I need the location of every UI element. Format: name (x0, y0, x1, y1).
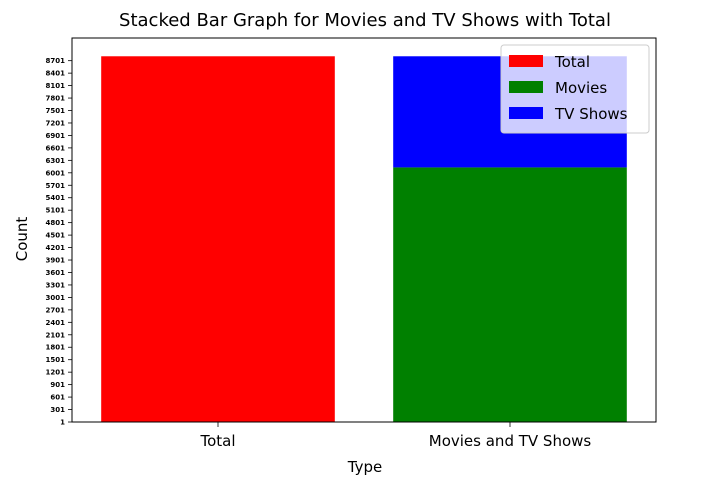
y-tick-label: 4501 (46, 232, 66, 240)
y-tick-label: 6901 (46, 132, 66, 140)
y-tick-label: 7201 (46, 119, 66, 127)
y-tick-label: 4201 (46, 244, 66, 252)
legend-swatch (509, 107, 543, 119)
legend: Total Movies TV Shows (500, 44, 650, 134)
legend-label: TV Shows (554, 105, 628, 123)
y-tick-label: 6301 (46, 157, 66, 165)
chart-title: Stacked Bar Graph for Movies and TV Show… (119, 10, 611, 31)
x-axis-label: Type (347, 458, 382, 476)
y-tick-label: 8101 (46, 82, 66, 90)
y-tick-label: 1201 (46, 369, 66, 377)
y-tick-label: 6601 (46, 144, 66, 152)
y-tick-label: 4801 (46, 219, 66, 227)
bar-total (101, 56, 335, 422)
y-tick-label: 901 (50, 381, 65, 389)
y-tick-label: 2401 (46, 319, 66, 327)
y-axis-ticks: 1 301 601 901 1201 1501 1801 2101 2401 2701 3001 33… (46, 57, 72, 427)
y-tick-label: 7501 (46, 107, 66, 115)
y-tick-label: 301 (50, 406, 65, 414)
y-tick-label: 5101 (46, 207, 66, 215)
y-tick-label: 3001 (46, 294, 66, 302)
y-tick-label: 601 (50, 394, 65, 402)
y-tick-label: 8401 (46, 70, 66, 78)
y-tick-label: 2101 (46, 331, 66, 339)
y-tick-label: 3901 (46, 257, 66, 265)
y-tick-label: 5701 (46, 182, 66, 190)
legend-swatch (509, 55, 543, 67)
x-tick-label: Total (199, 432, 235, 450)
axes-frame (71, 37, 657, 423)
legend-label: Total (554, 53, 590, 71)
y-tick-label: 8701 (46, 57, 66, 65)
plot-area (101, 56, 627, 422)
y-tick-label: 3601 (46, 269, 66, 277)
y-tick-label: 2701 (46, 306, 66, 314)
y-tick-label: 5401 (46, 194, 66, 202)
y-tick-label: 3301 (46, 281, 66, 289)
legend-label: Movies (555, 79, 607, 97)
y-tick-label: 7801 (46, 95, 66, 103)
x-axis-ticks: Total Movies and TV Shows (199, 422, 591, 450)
y-tick-label: 1501 (46, 356, 66, 364)
y-tick-label: 1 (60, 419, 65, 427)
y-tick-label: 6001 (46, 169, 66, 177)
y-tick-label: 1801 (46, 344, 66, 352)
x-tick-label: Movies and TV Shows (429, 432, 592, 450)
y-axis-label: Count (13, 217, 31, 262)
legend-swatch (509, 81, 543, 93)
bar-movies (393, 167, 627, 422)
